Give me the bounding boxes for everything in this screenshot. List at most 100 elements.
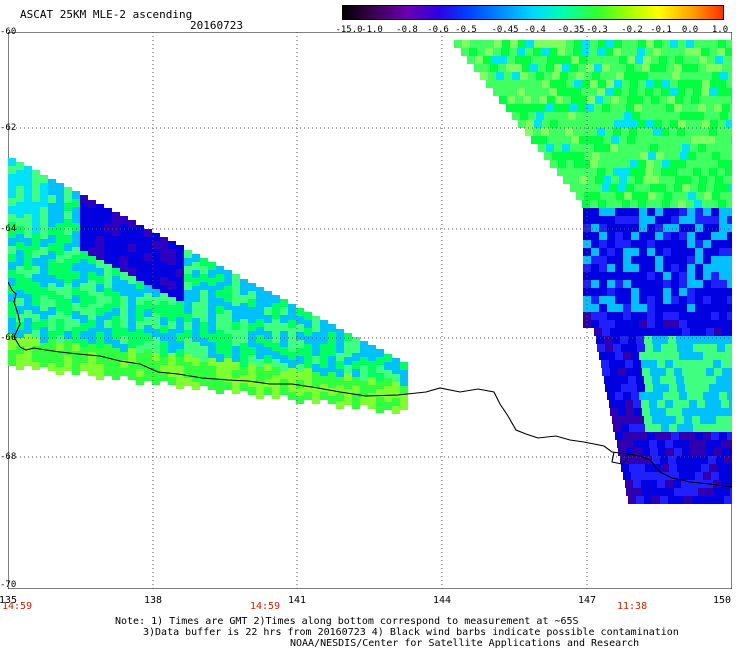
swath-cell	[606, 40, 614, 48]
swath-cell	[711, 352, 719, 360]
swath-cell	[590, 40, 598, 48]
swath-cell	[679, 320, 687, 328]
swath-cell	[635, 136, 643, 144]
swath-cell	[617, 440, 625, 448]
swath-cell	[320, 352, 328, 360]
swath-cell	[714, 64, 722, 72]
swath-cell	[40, 343, 48, 351]
swath-cell	[645, 128, 653, 136]
swath-cell	[208, 374, 216, 382]
swath-cell	[24, 358, 32, 366]
swath-cell	[8, 190, 16, 198]
swath-cell	[678, 120, 686, 128]
swath-cell	[288, 352, 296, 360]
swath-cell	[634, 184, 642, 192]
swath-cell	[64, 187, 72, 195]
swath-cell	[80, 259, 88, 267]
gridlines	[8, 32, 732, 589]
swath-cell	[615, 264, 623, 272]
swath-cell	[547, 56, 555, 64]
swath-cell	[40, 215, 48, 223]
swath-cell	[695, 296, 703, 304]
swath-cell	[80, 299, 88, 307]
swath-cell	[56, 351, 64, 359]
swath-cell	[523, 96, 531, 104]
swath-cell	[714, 408, 722, 416]
swath-cell	[40, 335, 48, 343]
swath-cell	[631, 272, 639, 280]
swath-cell	[656, 152, 664, 160]
swath-cell	[40, 207, 48, 215]
swath-cell	[104, 216, 112, 224]
swath-cell	[679, 264, 687, 272]
swath-cell	[462, 40, 470, 48]
swath-cell	[643, 176, 651, 184]
swath-cell	[730, 184, 732, 192]
swath-cell	[631, 288, 639, 296]
swath-cell	[642, 448, 650, 456]
swath-cell	[591, 264, 599, 272]
swath-cell	[698, 408, 706, 416]
swath-cell	[8, 166, 16, 174]
swath-cell	[112, 308, 120, 316]
swath-cell	[541, 128, 549, 136]
swath-cell	[688, 192, 696, 200]
swath-cell	[711, 320, 719, 328]
swath-cell	[676, 496, 684, 504]
swath-cell	[695, 240, 703, 248]
swath-cell	[589, 128, 597, 136]
swath-cell	[615, 224, 623, 232]
swath-cell	[657, 360, 665, 368]
swath-cell	[679, 224, 687, 232]
swath-cell	[304, 376, 312, 384]
swath-cell	[607, 304, 615, 312]
swath-cell	[695, 304, 703, 312]
swath-cell	[32, 338, 40, 346]
swath-cell	[727, 256, 732, 264]
swath-cell	[708, 496, 716, 504]
colorbar	[342, 5, 724, 20]
swath-cell	[574, 40, 582, 48]
swath-cell	[682, 328, 690, 336]
swath-cell	[687, 432, 695, 440]
swath-cell	[8, 278, 16, 286]
swath-cell	[32, 362, 40, 370]
latitude-label: -70	[0, 580, 17, 590]
swath-cell	[684, 336, 692, 344]
colorbar-label: -0.45	[491, 25, 519, 35]
swath-cell	[136, 273, 144, 281]
swath-cell	[152, 321, 160, 329]
swath-cell	[296, 372, 304, 380]
swath-cell	[713, 440, 721, 448]
swath-cell	[56, 255, 64, 263]
swath-cell	[709, 168, 717, 176]
swath-cell	[216, 266, 224, 274]
swath-cell	[88, 208, 96, 216]
swath-cell	[514, 104, 522, 112]
swath-cell	[184, 378, 192, 386]
swath-cell	[88, 280, 96, 288]
swath-cell	[626, 328, 634, 336]
swath-cell	[200, 330, 208, 338]
swath-cell	[610, 184, 618, 192]
swath-cell	[622, 200, 630, 208]
swath-cell	[144, 333, 152, 341]
swath-cell	[256, 351, 264, 359]
swath-cell	[595, 176, 603, 184]
swath-cell	[678, 80, 686, 88]
swath-cell	[288, 336, 296, 344]
swath-cell	[647, 352, 655, 360]
swath-cell	[248, 339, 256, 347]
swath-cell	[216, 330, 224, 338]
swath-cell	[631, 232, 639, 240]
swath-cell	[328, 364, 336, 372]
swath-cell	[618, 104, 626, 112]
swath-cell	[607, 288, 615, 296]
swath-cell	[264, 355, 272, 363]
swath-cell	[352, 337, 360, 345]
swath-cell	[208, 358, 216, 366]
swath-cell	[24, 238, 32, 246]
swath-cell	[672, 192, 680, 200]
swath-cell	[136, 257, 144, 265]
swath-cell	[200, 298, 208, 306]
